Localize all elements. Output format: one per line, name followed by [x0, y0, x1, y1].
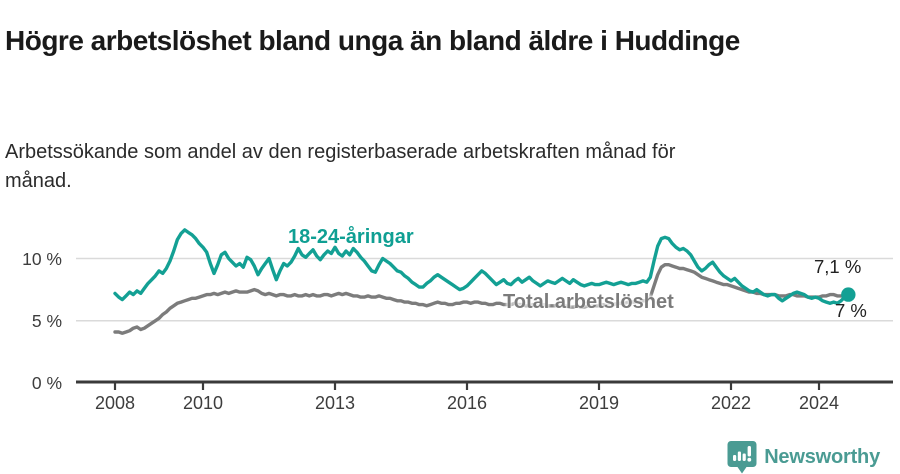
series-line-total: [113, 263, 850, 335]
y-tick-label-0: 0 %: [31, 373, 62, 393]
page-title: Högre arbetslöshet bland unga än bland ä…: [5, 24, 740, 56]
newsworthy-wordmark: Newsworthy: [764, 445, 880, 468]
newsworthy-logo[interactable]: Newsworthy: [727, 440, 880, 474]
x-tick-label-2008: 2008: [94, 393, 136, 413]
badge-shape: [727, 441, 757, 474]
x-tick-label-2019: 2019: [578, 393, 620, 413]
y-tick-label-10: 10 %: [22, 248, 62, 269]
series-label-total: Total arbetslöshet: [503, 291, 674, 313]
newsworthy-badge-icon: [727, 441, 757, 474]
end-value-label-total: 7 %: [835, 300, 867, 321]
series-line-young: [113, 228, 850, 305]
x-tick-label-2013: 2013: [314, 393, 356, 413]
y-tick-label-5: 5 %: [31, 310, 62, 331]
x-tick-label-2024: 2024: [798, 393, 840, 413]
x-tick-label-2016: 2016: [446, 393, 488, 413]
end-value-label-young: 7,1 %: [814, 256, 862, 277]
series-label-young: 18-24-åringar: [288, 226, 414, 248]
series-end-dot-young: [841, 287, 856, 302]
chart-subtitle: Arbetssökande som andel av den registerb…: [5, 141, 676, 192]
x-tick-label-2022: 2022: [710, 393, 752, 413]
x-tick-label-2010: 2010: [182, 393, 224, 413]
